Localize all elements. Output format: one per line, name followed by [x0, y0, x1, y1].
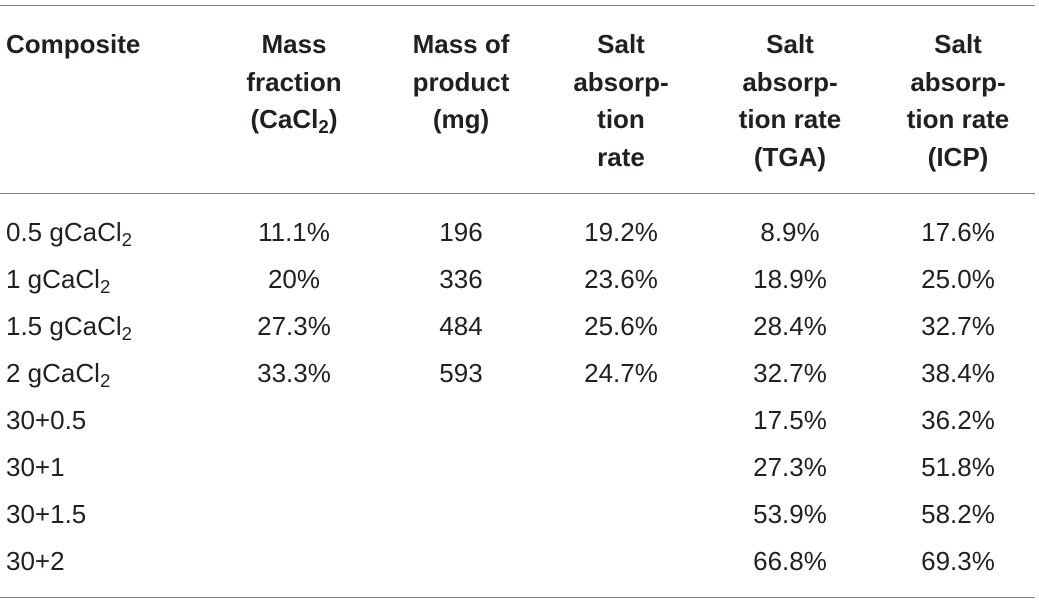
cell-composite: 0.5 gCaCl2 — [6, 209, 132, 256]
header-salt-absorption-rate-tga: Salt absorp- tion rate (TGA) — [719, 26, 861, 176]
cell-mass-fraction: 27.3% — [257, 311, 331, 341]
table-top-rule — [0, 5, 1035, 6]
cell-tga: 8.9% — [760, 217, 820, 247]
cell-salt-absorption-rate: 25.6% — [584, 311, 658, 341]
header-salt-absorption-rate: Salt absorp- tion rate — [547, 26, 695, 176]
composite-subscript: 2 — [99, 276, 111, 298]
cell-mass-of-product: 196 — [439, 217, 483, 247]
header-mass-of-product-line: product — [412, 66, 510, 97]
cell-salt-absorption-rate: 19.2% — [584, 217, 658, 247]
header-composite: Composite — [6, 26, 140, 64]
header-tga-line: Salt — [766, 29, 814, 59]
table-row: 1 gCaCl2 20% 336 23.6% 18.9% 25.0% — [0, 256, 1039, 303]
header-mass-of-product: Mass of product (mg) — [388, 26, 534, 139]
cell-composite: 1.5 gCaCl2 — [6, 303, 132, 350]
cell-composite: 1 gCaCl2 — [6, 256, 110, 303]
composite-text: 30+1 — [6, 452, 65, 482]
cell-icp: 69.3% — [921, 546, 995, 576]
header-salt-absorption-rate-line: tion — [597, 104, 645, 134]
table-row: 30+0.5 17.5% 36.2% — [0, 397, 1039, 444]
cell-composite: 30+2 — [6, 538, 65, 585]
composite-text: 30+1.5 — [6, 499, 87, 529]
cell-mass-of-product: 593 — [439, 358, 483, 388]
header-icp-line: Salt — [934, 29, 982, 59]
header-mass-fraction-line: (CaCl2) — [219, 101, 369, 139]
cell-icp: 17.6% — [921, 217, 995, 247]
composite-text: 0.5 gCaCl — [6, 217, 122, 247]
cell-mass-of-product: 336 — [439, 264, 483, 294]
header-tga-line: tion rate — [738, 104, 842, 134]
cell-salt-absorption-rate: 23.6% — [584, 264, 658, 294]
header-icp-line: absorp- — [910, 66, 1006, 97]
header-mass-fraction: Mass fraction (CaCl2) — [219, 26, 369, 139]
header-mass-of-product-line: Mass of — [412, 29, 510, 59]
header-tga-line: (TGA) — [753, 141, 827, 172]
header-mass-fraction-subscript: 2 — [318, 116, 329, 138]
header-mass-fraction-line: Mass — [261, 29, 327, 59]
header-salt-absorption-rate-icp: Salt absorp- tion rate (ICP) — [885, 26, 1031, 176]
cell-composite: 30+1 — [6, 444, 65, 491]
cell-tga: 17.5% — [753, 405, 827, 435]
header-mass-of-product-line: (mg) — [432, 104, 490, 134]
cell-tga: 66.8% — [753, 546, 827, 576]
composite-text: 1 gCaCl — [6, 264, 100, 294]
cell-icp: 32.7% — [921, 311, 995, 341]
composite-subscript: 2 — [99, 370, 111, 392]
header-salt-absorption-rate-line: rate — [597, 141, 645, 172]
cell-mass-fraction: 11.1% — [258, 217, 330, 247]
header-salt-absorption-rate-line: Salt — [597, 29, 645, 59]
table-row: 2 gCaCl2 33.3% 593 24.7% 32.7% 38.4% — [0, 350, 1039, 397]
cell-icp: 25.0% — [921, 264, 995, 294]
table-row: 30+2 66.8% 69.3% — [0, 538, 1039, 585]
cell-icp: 36.2% — [921, 405, 995, 435]
cell-icp: 58.2% — [921, 499, 995, 529]
table-bottom-rule — [0, 597, 1035, 598]
header-composite-line: Composite — [6, 29, 141, 59]
composite-text: 1.5 gCaCl — [6, 311, 122, 341]
composite-subscript: 2 — [121, 323, 133, 345]
cell-tga: 28.4% — [753, 311, 827, 341]
cell-composite: 30+1.5 — [6, 491, 86, 538]
composite-text: 2 gCaCl — [6, 358, 100, 388]
header-mass-fraction-text: ) — [328, 104, 338, 134]
cell-composite: 30+0.5 — [6, 397, 86, 444]
table-row: 1.5 gCaCl2 27.3% 484 25.6% 28.4% 32.7% — [0, 303, 1039, 350]
table-header-rule — [0, 193, 1035, 194]
header-salt-absorption-rate-line: absorp- — [573, 66, 669, 97]
cell-mass-of-product: 484 — [439, 311, 483, 341]
composite-text: 30+2 — [6, 546, 65, 576]
composite-subscript: 2 — [121, 229, 133, 251]
cell-tga: 27.3% — [753, 452, 827, 482]
cell-tga: 53.9% — [753, 499, 827, 529]
header-tga-line: absorp- — [742, 66, 838, 97]
cell-icp: 51.8% — [921, 452, 995, 482]
table-row: 30+1.5 53.9% 58.2% — [0, 491, 1039, 538]
cell-tga: 32.7% — [753, 358, 827, 388]
cell-mass-fraction: 20% — [267, 264, 321, 294]
cell-mass-fraction: 33.3% — [257, 358, 331, 388]
header-icp-line: tion rate — [906, 104, 1010, 134]
header-icp-line: (ICP) — [927, 141, 989, 172]
composite-text: 30+0.5 — [6, 405, 87, 435]
cell-composite: 2 gCaCl2 — [6, 350, 110, 397]
cell-salt-absorption-rate: 24.7% — [584, 358, 658, 388]
header-mass-fraction-text: (CaCl — [250, 104, 319, 134]
table-row: 0.5 gCaCl2 11.1% 196 19.2% 8.9% 17.6% — [0, 209, 1039, 256]
cell-tga: 18.9% — [753, 264, 827, 294]
table-row: 30+1 27.3% 51.8% — [0, 444, 1039, 491]
cell-icp: 38.4% — [921, 358, 995, 388]
header-mass-fraction-line: fraction — [246, 66, 342, 97]
